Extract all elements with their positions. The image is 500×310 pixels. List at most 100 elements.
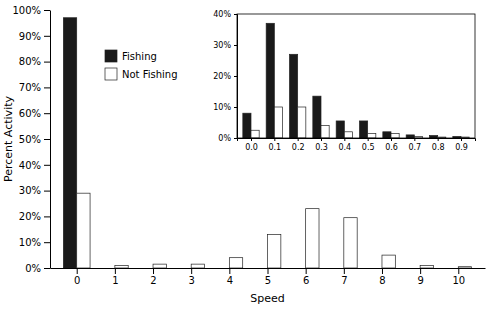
tick-mark — [268, 268, 269, 274]
bar — [274, 107, 282, 138]
tick: 20% — [19, 211, 50, 222]
tick: 0.3 — [315, 138, 328, 152]
tick-label: 0.0 — [245, 143, 258, 152]
bar — [458, 267, 471, 268]
tick: 70% — [19, 82, 50, 93]
tick-label: 3 — [188, 275, 194, 286]
tick-label: 1 — [112, 275, 118, 286]
tick: 6 — [303, 268, 309, 286]
bar — [369, 268, 382, 269]
tick-label: 80% — [19, 56, 41, 67]
tick-mark — [153, 268, 154, 274]
tick-mark — [344, 138, 345, 141]
bar — [368, 133, 376, 138]
tick: 2 — [150, 268, 156, 286]
legend: Fishing Not Fishing — [105, 50, 178, 80]
bar — [254, 268, 267, 269]
tick-mark — [414, 138, 415, 141]
legend-swatch — [105, 68, 117, 80]
tick: 90% — [19, 31, 50, 42]
legend-item: Not Fishing — [105, 68, 178, 80]
tick-label: 20% — [213, 72, 231, 81]
tick: 0.2 — [292, 138, 305, 152]
tick: 10% — [19, 237, 50, 248]
tick-mark — [344, 268, 345, 274]
bar — [229, 258, 242, 268]
tick-label: 9 — [417, 275, 423, 286]
bar — [330, 268, 343, 269]
tick-mark — [391, 138, 392, 141]
tick-label: 0.8 — [432, 143, 445, 152]
tick: 3 — [188, 268, 194, 286]
bar-series — [77, 193, 472, 268]
tick-label: 10% — [19, 237, 41, 248]
bar — [391, 133, 399, 138]
tick: 0.1 — [268, 138, 281, 152]
tick: 30% — [19, 185, 50, 196]
yticks-axis: 0% 10% 20% 30% 40% 50% 60% 70% 80% 90% 100% — [12, 5, 50, 274]
bar — [344, 132, 352, 138]
inset-chart: 0.00.10.20.30.40.50.60.70.80.90%10%20%30… — [213, 10, 475, 152]
tick: 50% — [19, 134, 50, 145]
bar — [420, 265, 433, 268]
tick-mark — [44, 268, 50, 269]
xticks-axis: 012345678910 — [51, 268, 486, 286]
tick-mark — [191, 268, 192, 274]
bar — [313, 96, 321, 138]
tick-label: 5 — [265, 275, 271, 286]
legend-item: Fishing — [105, 50, 157, 62]
bar — [243, 113, 251, 138]
bar — [336, 121, 344, 138]
tick: 40% — [19, 160, 50, 171]
bar — [115, 265, 128, 268]
tick: 1 — [112, 268, 118, 286]
tick-label: 0% — [25, 263, 41, 274]
tick: 60% — [19, 108, 50, 119]
tick-label: 0.1 — [268, 143, 281, 152]
tick-label: 8 — [379, 275, 385, 286]
tick-mark — [44, 191, 50, 192]
tick: 0.9 — [455, 138, 468, 152]
tick-label: 20% — [19, 211, 41, 222]
tick-label: 10 — [452, 275, 465, 286]
tick: 10 — [452, 268, 465, 286]
tick: 30% — [213, 41, 237, 50]
tick-mark — [44, 242, 50, 243]
tick: 0.8 — [432, 138, 445, 152]
tick-label: 60% — [19, 108, 41, 119]
tick-mark — [115, 268, 116, 274]
bar — [344, 218, 357, 268]
bar — [406, 135, 414, 138]
bar — [290, 54, 298, 138]
tick-mark — [368, 138, 369, 141]
y-axis-title: Percent Activity — [2, 96, 15, 183]
bar — [266, 23, 274, 138]
legend-label: Fishing — [122, 51, 157, 62]
tick-mark — [44, 165, 50, 166]
tick-label: 30% — [213, 41, 231, 50]
tick-label: 100% — [12, 5, 41, 16]
tick-mark — [44, 62, 50, 63]
tick: 8 — [379, 268, 385, 286]
bar — [216, 268, 229, 269]
tick-mark — [461, 138, 462, 141]
bar — [140, 268, 153, 269]
bar — [63, 18, 76, 268]
bar — [407, 268, 420, 269]
axis-domain — [238, 139, 476, 142]
tick-mark — [251, 138, 252, 141]
tick-label: 6 — [303, 275, 309, 286]
tick-mark — [438, 138, 439, 141]
tick-label: 0.9 — [455, 143, 468, 152]
main-chart: 0123456789100%10%20%30%40%50%60%70%80%90… — [2, 5, 486, 305]
tick: 0.0 — [245, 138, 258, 152]
bar — [445, 268, 458, 269]
bar-series — [251, 107, 469, 138]
bar — [292, 268, 305, 269]
tick-label: 0 — [74, 275, 80, 286]
tick: 0.6 — [385, 138, 398, 152]
bar — [251, 130, 259, 138]
tick-mark — [234, 138, 237, 139]
tick-mark — [321, 138, 322, 141]
tick-mark — [44, 139, 50, 140]
